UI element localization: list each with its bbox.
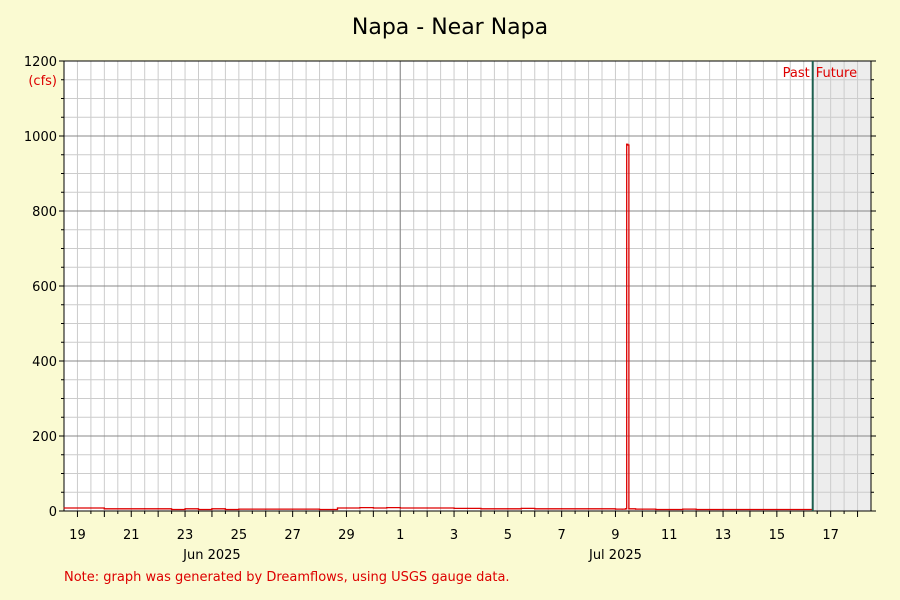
series-point — [624, 508, 627, 510]
x-tick-label: 25 — [231, 528, 248, 543]
y-tick-label: 1200 — [24, 55, 57, 70]
series-point — [709, 508, 711, 511]
series-point — [628, 508, 630, 510]
y-tick-label: 1000 — [24, 130, 57, 145]
series-point — [635, 508, 637, 510]
series-point — [197, 508, 200, 511]
series-point — [627, 144, 629, 146]
x-month-label: Jun 2025 — [182, 548, 241, 563]
x-tick-label: 7 — [558, 528, 566, 543]
x-tick-label: 29 — [338, 528, 355, 543]
x-tick-label: 9 — [611, 528, 619, 543]
series-point — [534, 508, 536, 510]
x-tick-label: 23 — [177, 528, 194, 543]
series-point — [520, 507, 522, 509]
x-tick-label: 13 — [715, 528, 732, 543]
series-point — [399, 507, 401, 509]
x-tick-label: 1 — [396, 528, 404, 543]
future-label: Future — [816, 66, 857, 81]
x-tick-label: 5 — [504, 528, 512, 543]
x-month-label: Jul 2025 — [588, 548, 642, 563]
series-point — [722, 508, 724, 511]
series-point — [211, 508, 213, 510]
x-tick-label: 17 — [822, 528, 839, 543]
series-point — [372, 507, 374, 509]
series-point — [480, 508, 482, 510]
series-point — [561, 508, 563, 510]
series-point — [695, 508, 697, 511]
x-tick-label: 27 — [284, 528, 301, 543]
y-tick-label: 600 — [32, 280, 57, 295]
x-tick-label: 3 — [450, 528, 458, 543]
series-point — [359, 507, 361, 509]
series-point — [184, 508, 186, 510]
series-point — [641, 508, 643, 510]
series-point — [426, 507, 428, 509]
x-tick-label: 11 — [661, 528, 678, 543]
series-point — [63, 507, 65, 509]
series-point — [238, 508, 240, 510]
y-axis-unit-label: (cfs) — [28, 74, 57, 89]
series-point — [668, 508, 670, 511]
data-source-note: Note: graph was generated by Dreamflows,… — [64, 570, 510, 585]
series-point — [103, 508, 105, 510]
series-point — [776, 508, 778, 511]
x-tick-label: 19 — [69, 528, 86, 543]
series-point — [626, 143, 628, 145]
series-point — [90, 507, 92, 509]
series-point — [345, 507, 348, 509]
series-point — [621, 508, 623, 510]
series-point — [655, 508, 657, 511]
series-point — [587, 508, 590, 510]
series-point — [171, 508, 173, 511]
x-tick-label: 15 — [769, 528, 786, 543]
series-point — [466, 507, 469, 509]
series-point — [453, 507, 455, 509]
series-point — [292, 508, 294, 510]
series-point — [332, 508, 334, 511]
series-point — [682, 508, 684, 510]
y-tick-label: 200 — [32, 430, 57, 445]
series-point — [336, 507, 339, 509]
series-point — [224, 508, 226, 511]
chart-title: Napa - Near Napa — [352, 15, 548, 40]
y-tick-label: 400 — [32, 355, 57, 370]
series-point — [749, 508, 751, 511]
y-tick-label: 800 — [32, 205, 57, 220]
series-point — [386, 507, 388, 509]
y-tick-label: 0 — [49, 505, 57, 520]
series-point — [144, 508, 146, 510]
series-point — [614, 508, 617, 510]
series-point — [265, 508, 267, 510]
series-point — [318, 508, 321, 511]
series-point — [157, 508, 159, 510]
x-tick-label: 21 — [123, 528, 140, 543]
past-label: Past — [783, 66, 810, 81]
series-point — [507, 508, 509, 510]
